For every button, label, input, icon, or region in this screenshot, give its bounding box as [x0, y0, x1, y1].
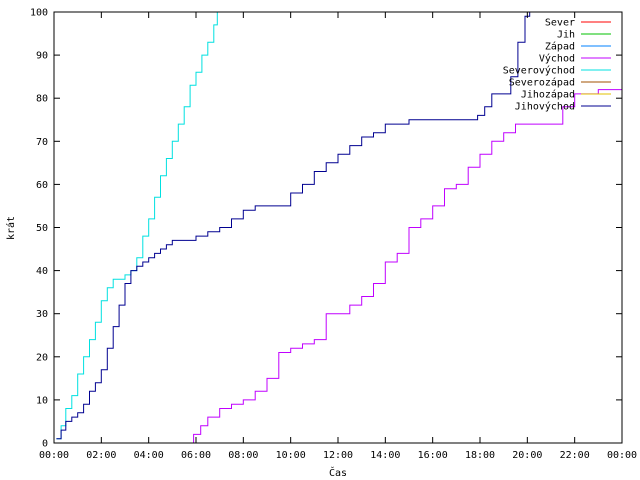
- x-tick-label: 02:00: [86, 450, 116, 461]
- legend-label: Východ: [539, 53, 575, 65]
- series-line-v-chod: [186, 81, 623, 444]
- x-tick-label: 10:00: [276, 450, 306, 461]
- x-tick-label: 14:00: [370, 450, 400, 461]
- y-tick-label: 10: [36, 395, 48, 406]
- legend-label: Jih: [557, 30, 575, 41]
- legend-label: Západ: [545, 41, 575, 53]
- y-axis-label: krát: [5, 216, 17, 240]
- legend: SeverJihZápadVýchodSeverovýchodSeverozáp…: [503, 18, 611, 113]
- x-tick-label: 22:00: [560, 450, 590, 461]
- tick-layer: 0 10 20 30 40 50 60 70 80 90 100 00:00 02:00 04:00 06:…: [30, 8, 637, 462]
- y-tick-label: 40: [36, 266, 48, 277]
- plot-frame: [53, 11, 623, 444]
- legend-label: Severovýchod: [503, 65, 575, 77]
- y-tick-label: 100: [30, 8, 48, 19]
- series-layer: [56, 11, 623, 444]
- x-axis-label: Čas: [329, 466, 347, 479]
- x-tick-label: 08:00: [228, 450, 258, 461]
- y-tick-label: 20: [36, 352, 48, 363]
- y-tick-label: 50: [36, 223, 48, 234]
- y-tick-label: 90: [36, 51, 48, 62]
- y-tick-label: 80: [36, 94, 48, 105]
- y-tick-label: 60: [36, 180, 48, 191]
- x-tick-label: 00:00: [607, 450, 637, 461]
- series-line-jihov-chod: [56, 11, 622, 440]
- legend-label: Jihozápad: [521, 89, 575, 101]
- x-tick-label: 12:00: [323, 450, 353, 461]
- legend-label: Jihovýchod: [515, 101, 575, 113]
- y-tick-label: 70: [36, 137, 48, 148]
- x-tick-label: 00:00: [39, 450, 69, 461]
- legend-label: Sever: [545, 18, 575, 29]
- x-tick-label: 04:00: [134, 450, 164, 461]
- x-tick-label: 16:00: [418, 450, 448, 461]
- legend-label: Severozápad: [509, 77, 575, 89]
- y-tick-label: 0: [42, 439, 48, 450]
- x-tick-label: 06:00: [181, 450, 211, 461]
- x-tick-label: 20:00: [512, 450, 542, 461]
- series-line-severov-chod: [56, 12, 218, 440]
- y-tick-label: 30: [36, 309, 48, 320]
- x-tick-label: 18:00: [465, 450, 495, 461]
